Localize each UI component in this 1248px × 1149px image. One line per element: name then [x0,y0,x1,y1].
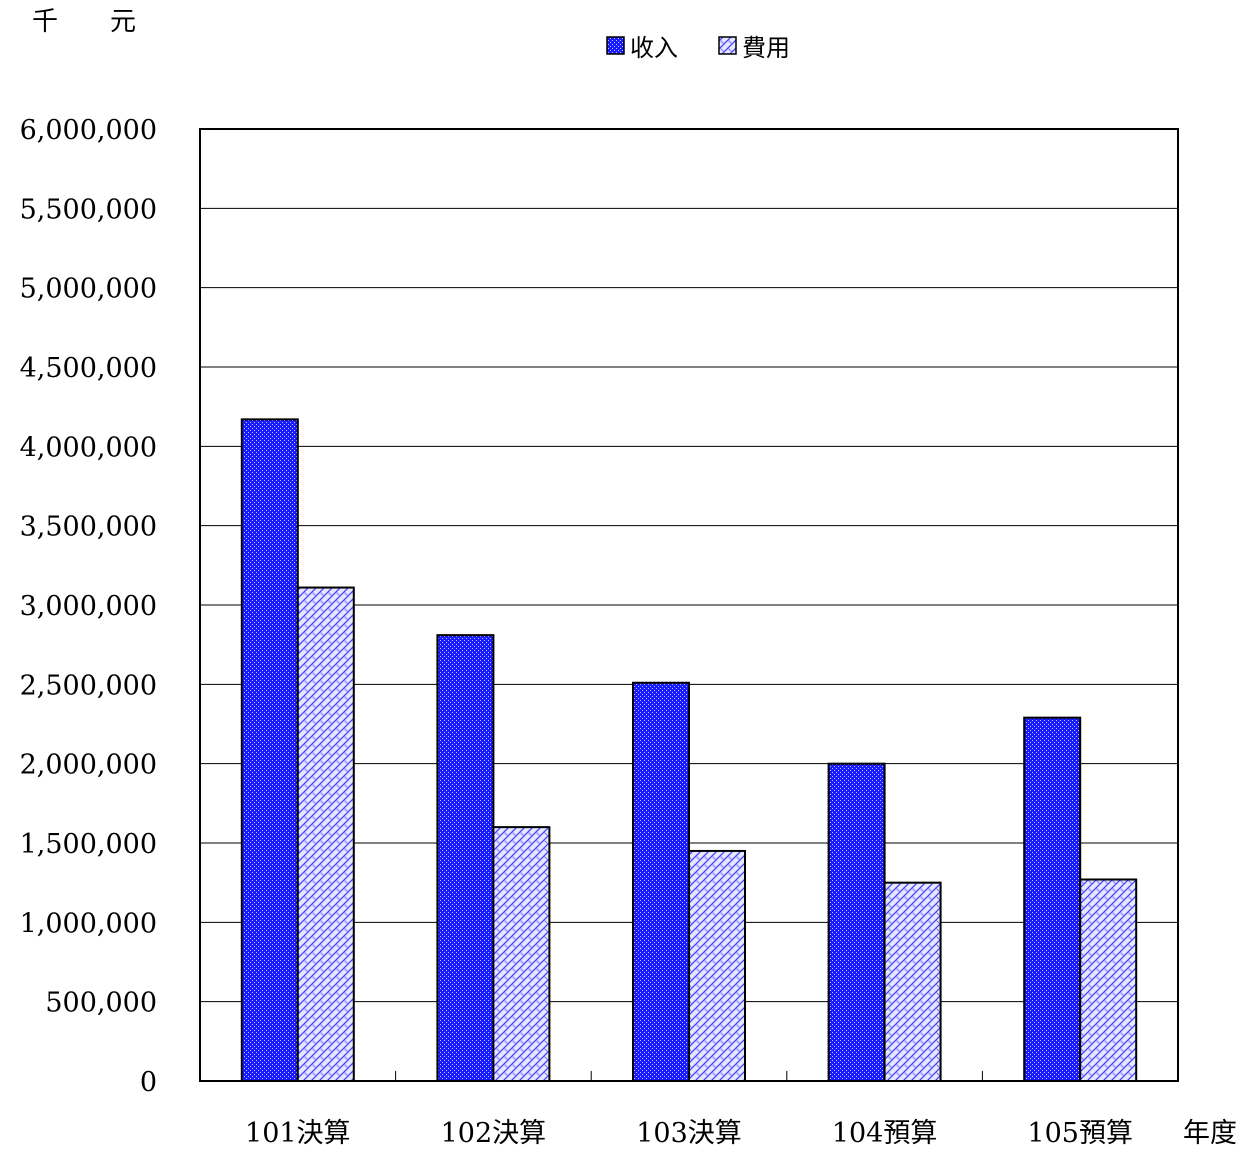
bar-expense [883,881,942,1083]
y-tick-label: 3,500,000 [20,512,157,543]
y-tick-label: 6,000,000 [20,115,157,146]
y-tick-label: 4,500,000 [20,353,157,384]
plot-area-frame [199,128,1179,1082]
x-axis-ticks [395,1071,983,1081]
y-tick-label: 500,000 [45,988,157,1019]
y-tick-label: 1,500,000 [20,829,157,860]
bar-revenue [240,418,299,1082]
x-tick-label: 105預算 [1027,1118,1133,1149]
legend: 收入 費用 [606,34,790,62]
x-tick-label: 104預算 [832,1118,938,1149]
x-tick-label: 101決算 [245,1118,351,1149]
legend-swatch-revenue [606,36,625,55]
y-tick-label: 2,000,000 [20,750,157,781]
y-tick-label: 5,000,000 [20,274,157,305]
x-tick-label: 103決算 [636,1118,742,1149]
y-tick-label: 5,500,000 [20,194,157,225]
bar-expense [296,586,355,1083]
x-tick-label: 102決算 [441,1118,547,1149]
legend-label-expense: 費用 [742,34,790,62]
legend-swatch-expense [718,36,737,55]
y-tick-label: 4,000,000 [20,432,157,463]
bars [240,418,1138,1083]
bar-revenue [827,762,886,1083]
bar-revenue [632,681,690,1082]
bar-expense [688,849,746,1083]
x-axis-labels: 101決算 102決算 103決算 104預算 105預算 [245,1118,1133,1149]
y-unit-label: 千 元 [32,7,136,37]
bar-expense [1079,878,1138,1083]
y-axis-ticks: 0 500,000 1,000,000 1,500,000 2,000,000 2,500… [20,115,157,1098]
y-tick-label: 2,500,000 [20,670,157,701]
legend-label-revenue: 收入 [630,34,678,62]
bar-expense [492,826,551,1083]
y-tick-label: 0 [140,1067,157,1098]
y-tick-label: 1,000,000 [20,908,157,939]
bar-revenue [436,634,495,1082]
y-tick-label: 3,000,000 [20,591,157,622]
x-axis-title: 年度 [1183,1118,1237,1149]
bar-revenue [1023,716,1082,1082]
